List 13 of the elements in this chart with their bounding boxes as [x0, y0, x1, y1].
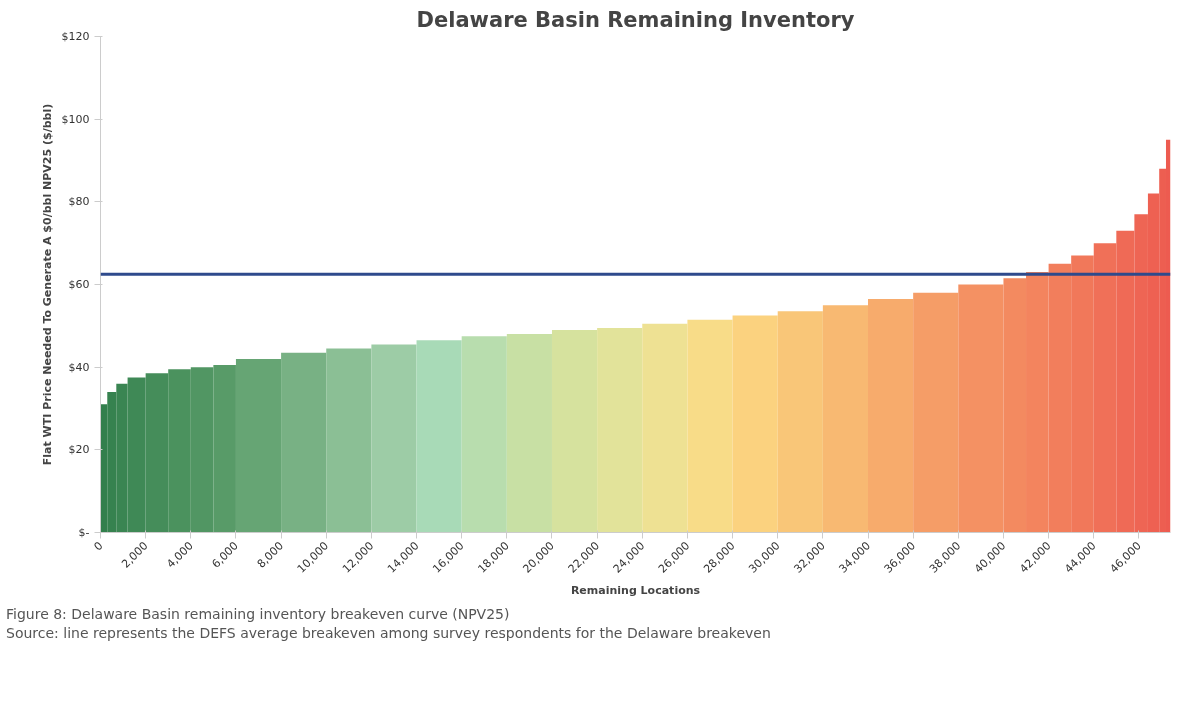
y-tick-label: $60 [68, 278, 90, 291]
x-axis-title: Remaining Locations [570, 584, 701, 598]
y-tick-label: $40 [68, 360, 90, 374]
y-tick-label: $- [78, 526, 90, 539]
y-tick-label: $100 [61, 112, 90, 126]
source-note: Source: line represents the DEFS average breakeven among survey respondents for the Delaware breakeven [6, 624, 771, 641]
y-tick-label: $120 [61, 30, 90, 43]
chart-title: Delaware Basin Remaining Inventory [416, 7, 855, 32]
caption: Figure 8: Delaware Basin remaining inventory breakeven curve (NPV25) [6, 606, 510, 622]
y-tick-label: $20 [68, 443, 90, 457]
y-tick-label: $80 [68, 195, 90, 209]
y-axis-title: Flat WTI Price Needed To Generate A $0/bbl NPV25 ($/bbl) [40, 103, 54, 466]
x-tick-label: 0 [91, 539, 106, 554]
